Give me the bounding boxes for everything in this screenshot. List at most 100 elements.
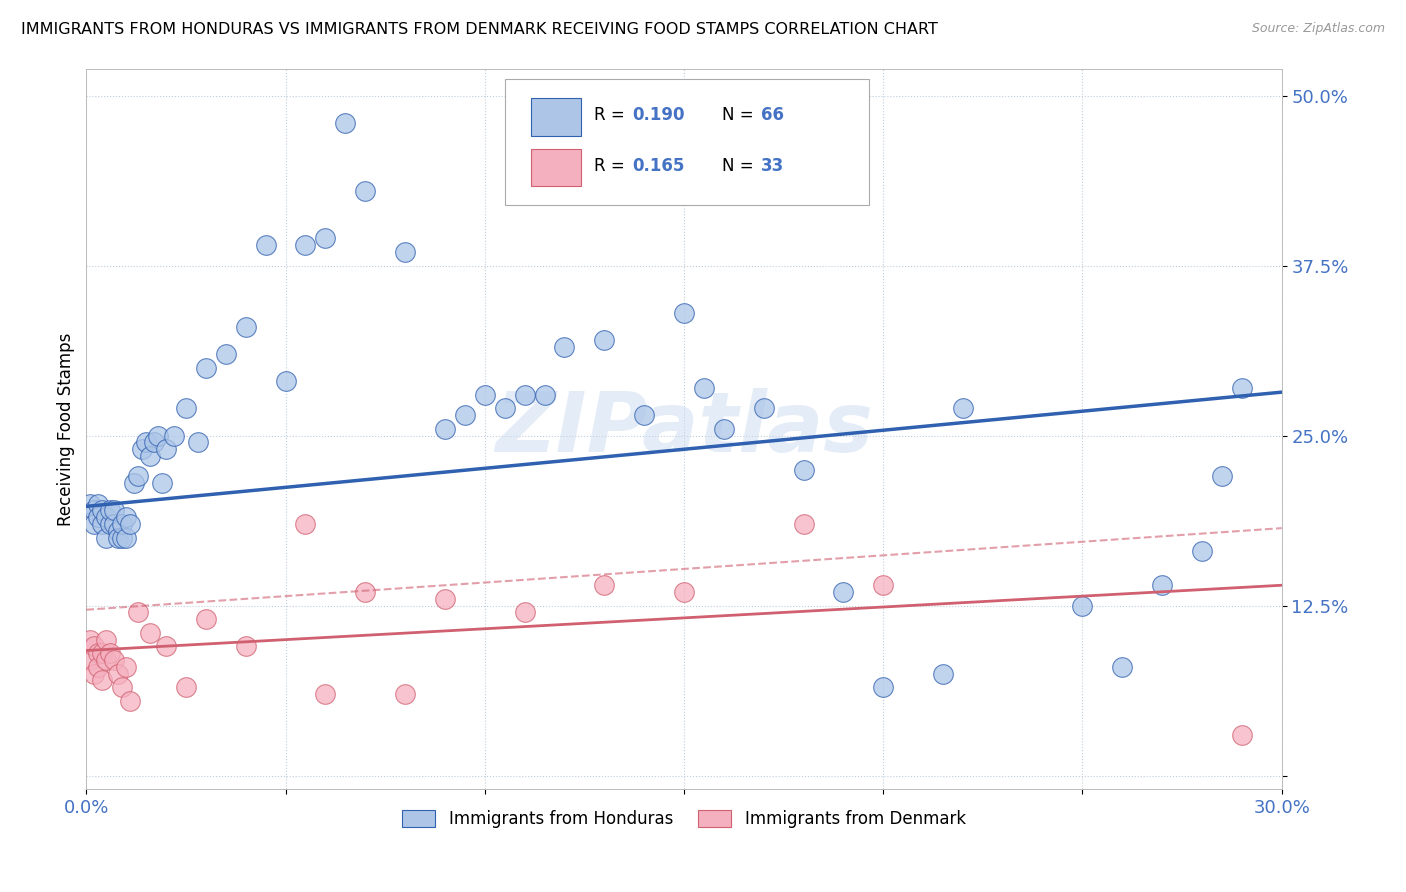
Point <box>394 245 416 260</box>
Point <box>115 660 138 674</box>
Point <box>83 517 105 532</box>
Point <box>952 401 974 416</box>
Point <box>79 653 101 667</box>
Point <box>274 374 297 388</box>
Point <box>513 606 536 620</box>
Point <box>111 517 134 532</box>
Point <box>91 517 114 532</box>
Point <box>127 469 149 483</box>
Point <box>87 646 110 660</box>
Point <box>494 401 516 416</box>
Text: IMMIGRANTS FROM HONDURAS VS IMMIGRANTS FROM DENMARK RECEIVING FOOD STAMPS CORREL: IMMIGRANTS FROM HONDURAS VS IMMIGRANTS F… <box>21 22 938 37</box>
Text: 0.190: 0.190 <box>633 106 685 124</box>
Point <box>1191 544 1213 558</box>
Point <box>91 503 114 517</box>
Point <box>96 510 118 524</box>
Point <box>215 347 238 361</box>
Point <box>793 463 815 477</box>
Text: ZIPatlas: ZIPatlas <box>495 388 873 469</box>
Point <box>139 449 162 463</box>
Point <box>91 646 114 660</box>
Point <box>120 517 142 532</box>
Text: N =: N = <box>723 157 759 175</box>
Point <box>187 435 209 450</box>
Point <box>593 334 616 348</box>
Point <box>120 694 142 708</box>
Point <box>103 653 125 667</box>
Point <box>433 422 456 436</box>
Point <box>335 116 357 130</box>
Point <box>135 435 157 450</box>
Point <box>146 428 169 442</box>
Point <box>454 409 477 423</box>
Point <box>96 531 118 545</box>
Point <box>79 632 101 647</box>
Point <box>98 503 121 517</box>
Point <box>235 640 257 654</box>
Point <box>294 238 316 252</box>
Text: 0.165: 0.165 <box>633 157 685 175</box>
Text: R =: R = <box>595 157 630 175</box>
Point <box>832 585 855 599</box>
Point <box>87 497 110 511</box>
Point <box>127 606 149 620</box>
Point <box>115 510 138 524</box>
Text: N =: N = <box>723 106 759 124</box>
Point <box>235 319 257 334</box>
Point <box>872 680 894 694</box>
Point <box>314 231 336 245</box>
Text: R =: R = <box>595 106 630 124</box>
Point <box>1230 381 1253 395</box>
Point <box>354 585 377 599</box>
Point <box>96 653 118 667</box>
Text: 33: 33 <box>761 157 783 175</box>
Point <box>111 531 134 545</box>
Point <box>533 388 555 402</box>
Point <box>672 306 695 320</box>
Point <box>254 238 277 252</box>
Point <box>98 646 121 660</box>
Point <box>553 340 575 354</box>
Point <box>87 660 110 674</box>
Point <box>83 640 105 654</box>
Point <box>513 388 536 402</box>
Point <box>107 666 129 681</box>
Point <box>174 401 197 416</box>
Point <box>394 687 416 701</box>
Point <box>107 531 129 545</box>
Point <box>1111 660 1133 674</box>
Legend: Immigrants from Honduras, Immigrants from Denmark: Immigrants from Honduras, Immigrants fro… <box>395 804 973 835</box>
Point <box>752 401 775 416</box>
Point <box>122 476 145 491</box>
Point <box>872 578 894 592</box>
FancyBboxPatch shape <box>531 148 581 186</box>
Point <box>103 517 125 532</box>
Point <box>1152 578 1174 592</box>
Point <box>672 585 695 599</box>
Point <box>155 442 177 457</box>
FancyBboxPatch shape <box>531 98 581 136</box>
Point <box>693 381 716 395</box>
Point <box>87 510 110 524</box>
Point <box>111 680 134 694</box>
Point <box>96 632 118 647</box>
Point <box>314 687 336 701</box>
Point <box>155 640 177 654</box>
Point <box>1071 599 1094 613</box>
FancyBboxPatch shape <box>505 79 869 205</box>
Point <box>139 625 162 640</box>
Text: 66: 66 <box>761 106 783 124</box>
Point <box>1211 469 1233 483</box>
Point <box>107 524 129 538</box>
Point <box>79 497 101 511</box>
Point <box>793 517 815 532</box>
Point <box>83 503 105 517</box>
Point <box>131 442 153 457</box>
Y-axis label: Receiving Food Stamps: Receiving Food Stamps <box>58 332 75 525</box>
Point <box>103 503 125 517</box>
Point <box>294 517 316 532</box>
Text: Source: ZipAtlas.com: Source: ZipAtlas.com <box>1251 22 1385 36</box>
Point <box>143 435 166 450</box>
Point <box>633 409 655 423</box>
Point <box>433 591 456 606</box>
